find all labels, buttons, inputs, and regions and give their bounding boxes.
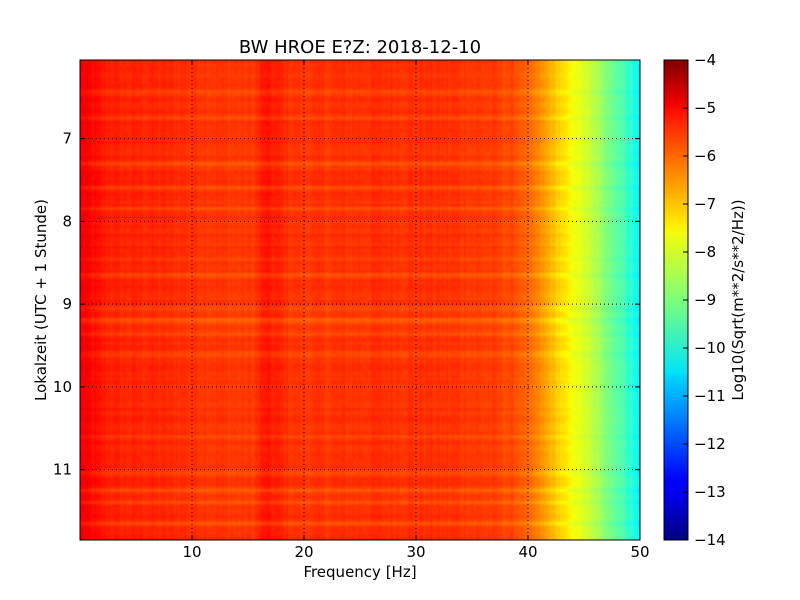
- colorbar-tick-label: −9: [694, 291, 716, 309]
- y-tick-label: 8: [62, 212, 72, 230]
- x-tick-label: 30: [406, 543, 425, 561]
- colorbar-tick-label: −5: [694, 99, 716, 117]
- plot-area: [79, 59, 641, 541]
- colorbar-tick-label: −10: [694, 339, 726, 357]
- colorbar-label: Log10(Sqrt(m**2/s**2/Hz)): [729, 199, 747, 400]
- plot-frame: [79, 59, 641, 541]
- x-axis-label: Frequency [Hz]: [303, 563, 416, 581]
- colorbar-tick-label: −4: [694, 51, 716, 69]
- y-tick-label: 10: [53, 378, 72, 396]
- colorbar-tick-label: −14: [694, 531, 726, 549]
- x-axis-ticks: 10 20 30 40 50: [182, 60, 650, 561]
- x-tick-label: 20: [294, 543, 313, 561]
- colorbar-ticks: −4 −5 −6 −7 −8 −9 −10 −11 −12 −13 −14: [683, 51, 726, 549]
- y-axis-label: Lokalzeit (UTC + 1 Stunde): [32, 199, 50, 401]
- colorbar-tick-label: −6: [694, 147, 716, 165]
- x-tick-label: 10: [182, 543, 201, 561]
- y-tick-label: 11: [53, 461, 72, 479]
- chart-title: BW HROE E?Z: 2018-12-10: [239, 37, 481, 58]
- colorbar-tick-label: −12: [694, 435, 726, 453]
- x-tick-label: 50: [630, 543, 649, 561]
- y-tick-label: 7: [62, 130, 72, 148]
- spectrogram-heatmap: [80, 60, 640, 540]
- colorbar-tick-label: −13: [694, 483, 726, 501]
- y-tick-label: 9: [62, 295, 72, 313]
- grid-lines: [80, 60, 640, 540]
- colorbar-tick-label: −11: [694, 387, 726, 405]
- y-axis-ticks: 7 8 9 10 11: [53, 130, 640, 479]
- colorbar-tick-label: −8: [694, 243, 716, 261]
- colorbar-tick-label: −7: [694, 195, 716, 213]
- colorbar: −4 −5 −6 −7 −8 −9 −10 −11 −12 −13 −14 Log10(Sqrt(m…: [663, 51, 747, 549]
- x-tick-label: 40: [518, 543, 537, 561]
